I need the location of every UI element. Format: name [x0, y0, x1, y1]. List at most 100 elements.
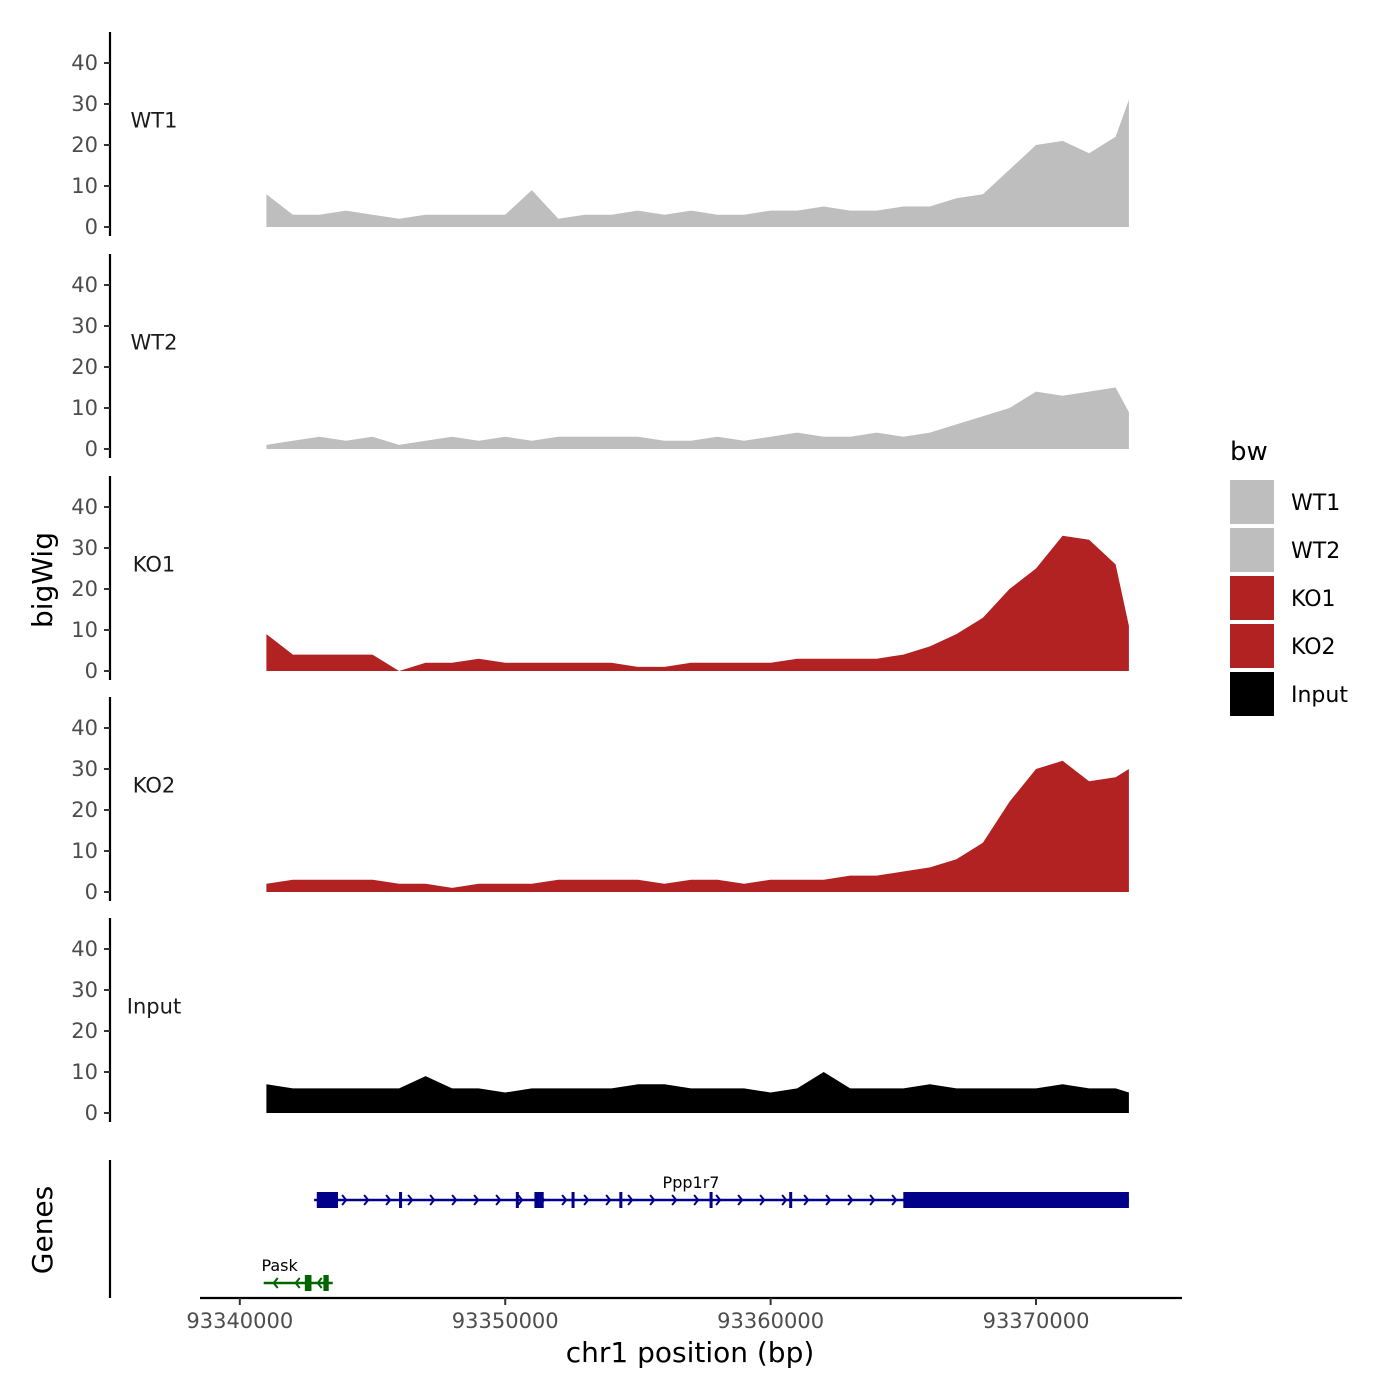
y-tick-label: 0 — [85, 1101, 98, 1125]
gene-exon — [903, 1192, 1129, 1208]
gene-exon — [619, 1192, 623, 1208]
legend-label: WT1 — [1291, 491, 1340, 516]
track-label: Input — [127, 994, 181, 1018]
strand-arrow — [473, 1194, 480, 1206]
gene-exon — [571, 1192, 575, 1208]
track-label: WT2 — [131, 330, 178, 354]
x-tick-label: 93360000 — [717, 1309, 824, 1333]
coverage-area-ko1 — [266, 535, 1129, 671]
legend-entry-wt1: WT1 — [1230, 480, 1340, 524]
y-tick-label: 10 — [71, 618, 98, 642]
y-tick-label: 40 — [71, 937, 98, 961]
track-ko1: 0 10 20 30 40 KO1 — [71, 476, 1129, 683]
strand-arrow — [891, 1194, 898, 1206]
track-label: KO1 — [133, 552, 176, 576]
legend-swatch — [1230, 528, 1274, 572]
x-axis-title: chr1 position (bp) — [566, 1336, 815, 1369]
strand-arrow — [385, 1194, 392, 1206]
gene-label: Ppp1r7 — [663, 1173, 720, 1192]
coverage-area-input — [266, 1072, 1129, 1113]
y-tick-label: 30 — [71, 536, 98, 560]
strand-arrow — [715, 1194, 722, 1206]
y-tick-label: 0 — [85, 880, 98, 904]
strand-arrow — [605, 1194, 612, 1206]
genes-panel: Ppp1r7 Pask — [108, 1160, 1129, 1298]
strand-arrow — [693, 1194, 700, 1206]
legend-entry-ko2: KO2 — [1230, 624, 1336, 668]
y-tick-label: 30 — [71, 314, 98, 338]
legend-swatch — [1230, 480, 1274, 524]
legend-entry-wt2: WT2 — [1230, 528, 1340, 572]
gene-exon — [789, 1192, 793, 1208]
strand-arrow — [407, 1194, 414, 1206]
gene-exon — [323, 1275, 329, 1291]
y-axis-title: bigWig — [26, 532, 59, 628]
track-ko2: 0 10 20 30 40 KO2 — [71, 697, 1129, 904]
legend: bw WT1 WT2 KO1 KO2 Input — [1230, 437, 1348, 716]
y-tick-label: 40 — [71, 51, 98, 75]
strand-arrow — [495, 1194, 502, 1206]
legend-label: KO1 — [1291, 587, 1336, 612]
y-tick-label: 10 — [71, 1060, 98, 1084]
strand-arrow — [649, 1194, 656, 1206]
strand-arrow — [294, 1277, 301, 1289]
track-label: KO2 — [133, 773, 176, 797]
gene-label: Pask — [261, 1256, 298, 1275]
gene-exon — [515, 1192, 519, 1208]
x-axis: 93340000 93350000 93360000 93370000 — [186, 1296, 1182, 1333]
genes-axis-title: Genes — [26, 1186, 59, 1274]
legend-swatch — [1230, 576, 1274, 620]
strand-arrow — [451, 1194, 458, 1206]
strand-arrow — [759, 1194, 766, 1206]
y-tick-label: 10 — [71, 839, 98, 863]
track-label: WT1 — [131, 108, 178, 132]
gene-ppp1r7: Ppp1r7 — [314, 1173, 1129, 1208]
y-tick-label: 20 — [71, 133, 98, 157]
strand-arrow — [825, 1194, 832, 1206]
y-tick-label: 30 — [71, 978, 98, 1002]
y-tick-label: 20 — [71, 798, 98, 822]
coverage-tracks: 0 10 20 30 40 WT1 0 10 20 30 40 WT2 0 10 20 30 40 KO1 0 10 2… — [71, 32, 1129, 1125]
strand-arrow — [803, 1194, 810, 1206]
strand-arrow — [341, 1194, 348, 1206]
y-tick-label: 0 — [85, 437, 98, 461]
x-tick-label: 93340000 — [186, 1309, 293, 1333]
y-tick-label: 40 — [71, 495, 98, 519]
gene-exon — [304, 1275, 312, 1291]
strand-arrow — [429, 1194, 436, 1206]
gene-exon — [534, 1192, 544, 1208]
legend-label: Input — [1291, 683, 1348, 708]
strand-arrow — [627, 1194, 634, 1206]
y-tick-label: 40 — [71, 716, 98, 740]
x-tick-label: 93370000 — [983, 1309, 1090, 1333]
track-wt2: 0 10 20 30 40 WT2 — [71, 254, 1129, 461]
y-tick-label: 20 — [71, 1019, 98, 1043]
y-tick-label: 20 — [71, 355, 98, 379]
legend-entry-ko1: KO1 — [1230, 576, 1336, 620]
y-tick-label: 10 — [71, 174, 98, 198]
strand-arrow — [517, 1194, 524, 1206]
gene-pask: Pask — [261, 1256, 333, 1291]
strand-arrow — [671, 1194, 678, 1206]
gene-exon — [399, 1192, 403, 1208]
gene-exon — [316, 1192, 339, 1208]
x-tick-label: 93350000 — [452, 1309, 559, 1333]
y-tick-label: 30 — [71, 757, 98, 781]
y-tick-label: 30 — [71, 92, 98, 116]
legend-entry-input: Input — [1230, 672, 1348, 716]
strand-arrow — [561, 1194, 568, 1206]
track-input: 0 10 20 30 40 Input — [71, 918, 1129, 1125]
legend-swatch — [1230, 672, 1274, 716]
strand-arrow — [363, 1194, 370, 1206]
gene-exon — [709, 1192, 713, 1208]
legend-swatch — [1230, 624, 1274, 668]
strand-arrow — [316, 1277, 323, 1289]
coverage-area-ko2 — [266, 760, 1129, 892]
legend-entries: WT1 WT2 KO1 KO2 Input — [1230, 480, 1348, 716]
y-tick-label: 20 — [71, 577, 98, 601]
legend-title: bw — [1230, 437, 1268, 467]
strand-arrow — [272, 1277, 279, 1289]
y-tick-label: 40 — [71, 273, 98, 297]
coverage-area-wt1 — [266, 99, 1129, 227]
